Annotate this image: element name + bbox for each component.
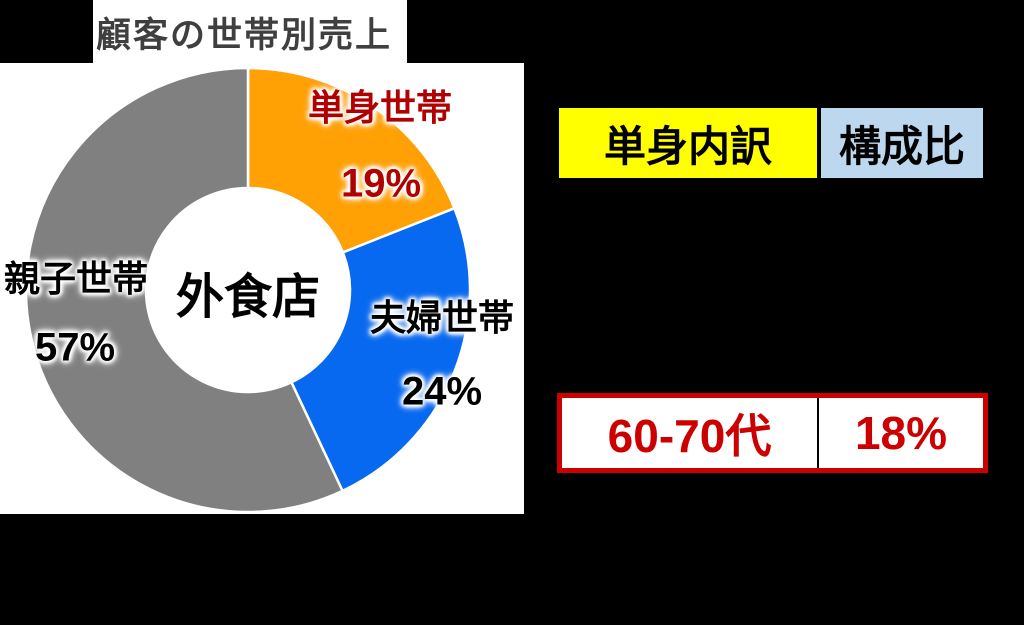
donut-chart [24,66,472,514]
segment-value-couple: 24% [401,369,483,414]
segment-value-family: 57% [34,325,116,370]
row-category-cell: 60-70代 [607,410,772,462]
table-header-breakdown: 単身内訳 [559,108,817,178]
donut-segment-couple [289,206,472,493]
segment-label-single: 単身世帯 [307,87,453,128]
donut-center-label: 外食店 [175,271,321,324]
cell-divider [817,398,819,468]
segment-value-single: 19% [340,161,422,206]
table-row-highlight: 60-70代 18% [557,393,988,473]
segment-label-couple: 夫婦世帯 [369,297,515,338]
page-title: 顧客の世帯別売上 [96,15,393,55]
donut-segment-family [24,66,345,514]
segment-label-family: 親子世帯 [3,258,149,299]
donut-segment-single [246,66,457,255]
title-box: 顧客の世帯別売上 [93,0,407,64]
row-share-cell: 18% [854,407,948,459]
donut-chart-panel: 単身世帯 19% 夫婦世帯 24% 親子世帯 57% 外食店 [0,63,524,514]
table-header-share: 構成比 [821,108,983,178]
